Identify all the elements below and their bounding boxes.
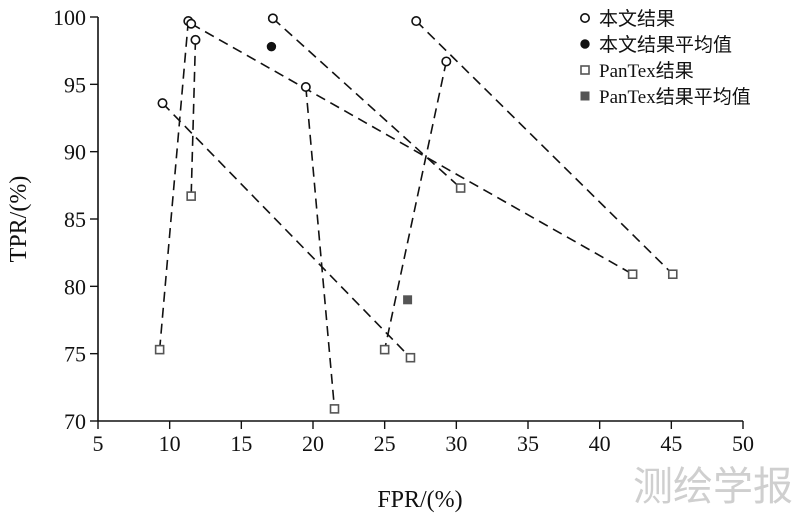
- y-tick-label: 85: [64, 207, 86, 232]
- y-tick-label: 95: [64, 72, 86, 97]
- point-series-2: [379, 344, 390, 355]
- x-tick-label: 25: [374, 431, 396, 456]
- x-tick-label: 35: [517, 431, 539, 456]
- point-series-2: [329, 404, 340, 414]
- y-tick-label: 75: [64, 342, 86, 367]
- connector-line-2: [190, 39, 197, 197]
- point-series-2: [455, 183, 466, 193]
- x-tick-label: 45: [660, 431, 682, 456]
- connector-line-5: [305, 86, 336, 409]
- y-tick-label: 100: [53, 5, 86, 30]
- connector-line-3: [190, 23, 634, 275]
- legend-marker-0: [579, 13, 590, 23]
- y-axis-title: TPR/(%): [6, 176, 32, 263]
- point-series-0: [300, 82, 311, 93]
- point-series-0: [441, 56, 452, 67]
- y-tick-label: 70: [64, 409, 86, 434]
- point-series-2: [667, 269, 678, 280]
- connector-line-1: [158, 20, 190, 350]
- connector-lines: [158, 17, 674, 409]
- point-series-2: [405, 352, 416, 363]
- point-series-3: [403, 295, 413, 305]
- connector-line-7: [383, 61, 448, 350]
- ticks: 5 10 15 20 25 30 35 40 45 50 70 75 80 85 90 95 100: [53, 5, 754, 456]
- legend-label-2: PanTex结果: [599, 60, 694, 82]
- point-series-1: [266, 41, 277, 52]
- x-tick-label: 40: [589, 431, 611, 456]
- legend-label-1: 本文结果平均值: [599, 34, 732, 56]
- connector-line-6: [415, 20, 674, 275]
- point-series-0: [411, 16, 422, 27]
- connector-line-0: [161, 102, 412, 359]
- point-series-2: [627, 269, 638, 280]
- legend-label-0: 本文结果: [599, 8, 675, 30]
- point-series-0: [186, 18, 197, 29]
- point-series-2: [186, 191, 196, 201]
- x-axis-title: FPR/(%): [377, 487, 462, 513]
- x-tick-label: 20: [302, 431, 324, 456]
- legend-marker-1: [580, 39, 590, 49]
- x-tick-label: 5: [93, 431, 104, 456]
- point-series-0: [190, 34, 201, 45]
- x-tick-label: 10: [159, 431, 181, 456]
- x-tick-label: 50: [732, 431, 754, 456]
- x-tick-label: 30: [445, 431, 467, 456]
- data-points: [154, 13, 678, 414]
- connector-line-4: [272, 17, 462, 189]
- point-series-2: [154, 344, 165, 355]
- x-tick-label: 15: [230, 431, 252, 456]
- point-series-0: [267, 13, 278, 24]
- legend-label-3: PanTex结果平均值: [599, 86, 751, 108]
- y-tick-label: 90: [64, 140, 86, 165]
- watermark: 测绘学报: [633, 464, 793, 510]
- point-series-0: [157, 98, 168, 109]
- legend-marker-2: [580, 65, 590, 75]
- y-tick-label: 80: [64, 274, 86, 299]
- legend-marker-3: [580, 91, 590, 101]
